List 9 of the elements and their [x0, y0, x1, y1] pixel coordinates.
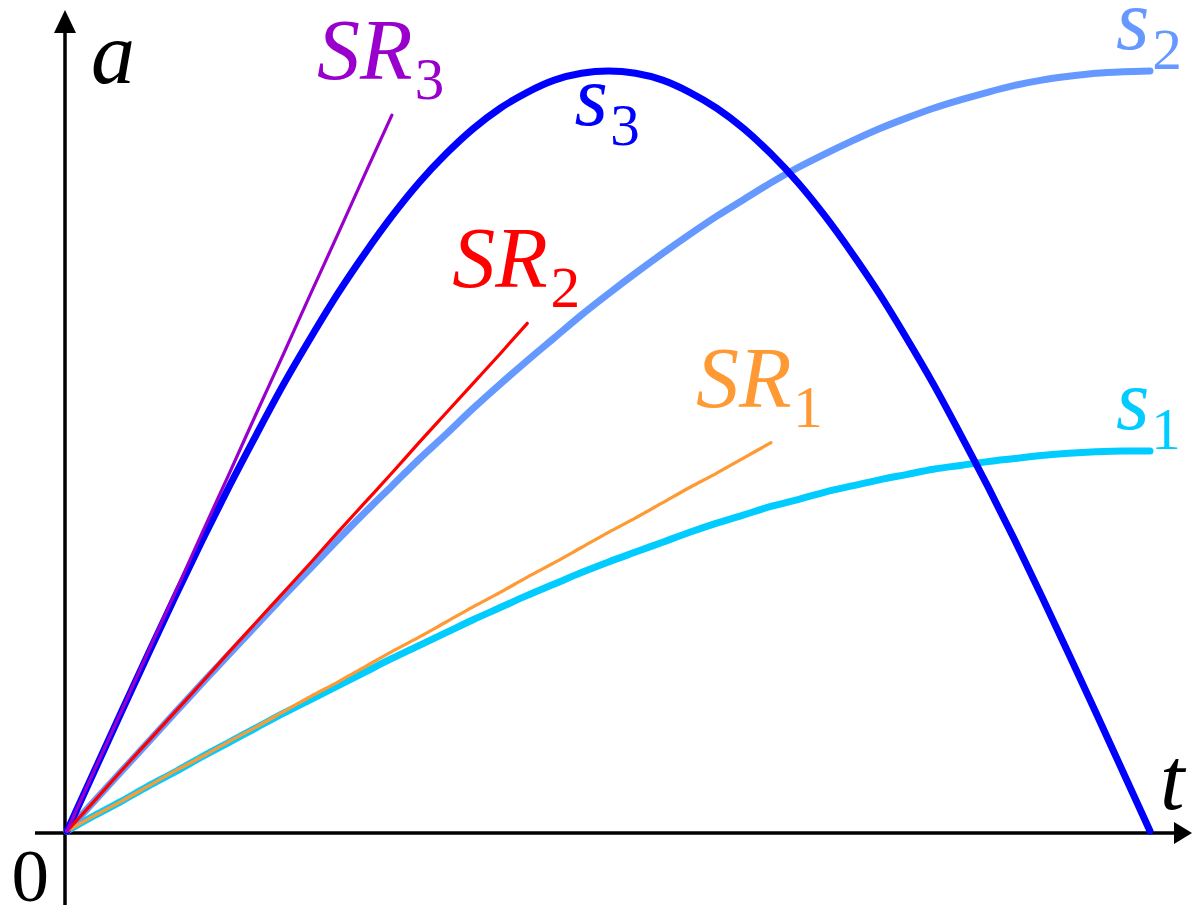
x-axis-title: t [1160, 731, 1187, 828]
series-label: s₃ [574, 37, 643, 146]
y-axis-title: a [91, 5, 135, 102]
series-label: SR₂ [452, 199, 583, 309]
series-label: s₁ [1116, 341, 1184, 450]
series-label: SR₁ [695, 318, 826, 428]
text: 0 [11, 834, 49, 907]
series-label: SR₃ [316, 0, 447, 101]
series-label: s₂ [1116, 0, 1184, 70]
